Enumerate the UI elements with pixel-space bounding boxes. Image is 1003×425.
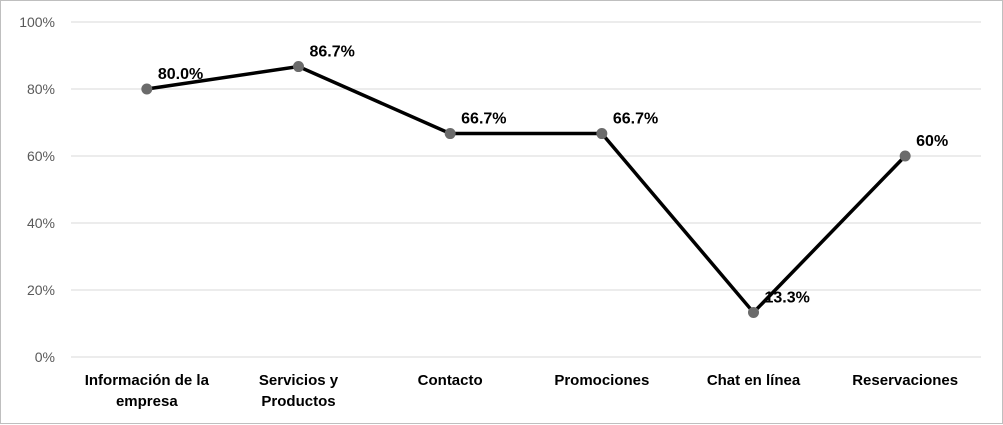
x-category-label: Contacto [418,372,483,389]
x-category-label-line: Contacto [418,372,483,389]
series [146,64,907,316]
x-category-label: Promociones [554,372,649,389]
x-category-label: Servicios y Productos [259,372,339,410]
data-label: 13.3% [765,289,810,306]
y-tick-label: 60% [27,148,55,164]
y-tick-label: 0% [35,349,55,365]
x-category-label-line: Servicios y [259,372,339,389]
markers [141,61,911,318]
data-labels: 80.0% 86.7% 66.7% 66.7% 13.3% 60% [158,44,948,307]
y-tick-label: 40% [27,215,55,231]
data-label: 80.0% [158,66,203,83]
x-category-label: Información de la empresa [85,372,210,410]
data-point [596,128,608,140]
gridlines [71,21,981,358]
data-point [444,128,456,140]
data-label: 66.7% [613,111,658,128]
data-point [748,306,759,318]
data-point [293,61,304,73]
x-category-label-line: Promociones [554,372,649,389]
x-category-label-line: empresa [116,393,178,410]
y-tick-label: 80% [27,81,55,97]
data-label: 66.7% [461,111,506,128]
x-category-label-line: Chat en línea [707,372,801,389]
data-label: 86.7% [310,44,355,61]
y-tick-label: 20% [27,282,55,298]
data-point [141,83,153,95]
series-line [146,64,907,316]
x-axis-category-labels: Información de la empresa Servicios y Produ… [85,372,958,410]
data-point [899,150,911,162]
x-category-label-line: Información de la [85,372,210,389]
x-category-label: Reservaciones [852,372,958,389]
y-axis-tick-labels: 0% 20% 40% 60% 80% 100% [19,14,55,365]
x-category-label-line: Productos [261,393,335,410]
data-label: 60% [916,133,948,150]
y-tick-label: 100% [19,14,55,30]
x-category-label: Chat en línea [707,372,801,389]
x-category-label-line: Reservaciones [852,372,958,389]
